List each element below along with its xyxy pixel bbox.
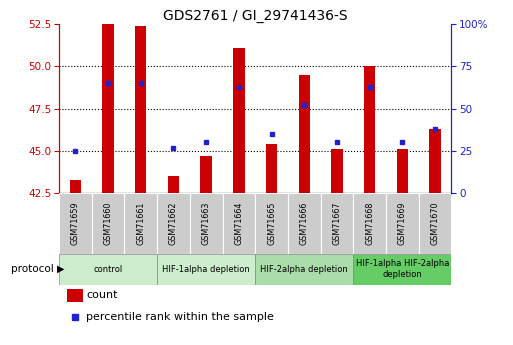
Bar xyxy=(124,193,157,254)
Text: HIF-2alpha depletion: HIF-2alpha depletion xyxy=(261,265,348,274)
Bar xyxy=(70,180,81,193)
Text: GSM71664: GSM71664 xyxy=(234,202,243,245)
Bar xyxy=(67,289,83,302)
Text: percentile rank within the sample: percentile rank within the sample xyxy=(87,312,274,322)
Bar xyxy=(266,144,278,193)
Bar xyxy=(419,193,451,254)
Bar xyxy=(353,254,451,285)
Text: GSM71670: GSM71670 xyxy=(430,201,440,245)
Bar xyxy=(201,156,212,193)
Bar xyxy=(321,193,353,254)
Bar xyxy=(135,26,147,193)
Bar xyxy=(386,193,419,254)
Text: protocol: protocol xyxy=(11,264,54,274)
Text: GSM71667: GSM71667 xyxy=(332,201,342,245)
Text: GSM71659: GSM71659 xyxy=(71,201,80,245)
Text: GSM71666: GSM71666 xyxy=(300,202,309,245)
Text: count: count xyxy=(87,290,118,300)
Text: GSM71669: GSM71669 xyxy=(398,201,407,245)
Title: GDS2761 / GI_29741436-S: GDS2761 / GI_29741436-S xyxy=(163,9,347,23)
Text: GSM71661: GSM71661 xyxy=(136,202,145,245)
Bar xyxy=(102,24,114,193)
Text: GSM71668: GSM71668 xyxy=(365,202,374,245)
Bar xyxy=(331,149,343,193)
Bar xyxy=(353,193,386,254)
Text: GSM71665: GSM71665 xyxy=(267,201,276,245)
Bar xyxy=(157,193,190,254)
Text: HIF-1alpha HIF-2alpha
depletion: HIF-1alpha HIF-2alpha depletion xyxy=(356,259,449,279)
Bar xyxy=(233,48,245,193)
Bar xyxy=(190,193,223,254)
Bar xyxy=(92,193,125,254)
Text: GSM71662: GSM71662 xyxy=(169,201,178,245)
Bar xyxy=(223,193,255,254)
Text: GSM71663: GSM71663 xyxy=(202,202,211,245)
Text: GSM71660: GSM71660 xyxy=(104,202,112,245)
Text: control: control xyxy=(93,265,123,274)
Bar xyxy=(429,129,441,193)
Bar xyxy=(288,193,321,254)
Bar xyxy=(255,254,353,285)
Bar xyxy=(364,66,376,193)
Bar xyxy=(168,176,179,193)
Text: HIF-1alpha depletion: HIF-1alpha depletion xyxy=(162,265,250,274)
Bar xyxy=(157,254,255,285)
Bar xyxy=(59,254,157,285)
Bar xyxy=(59,193,92,254)
Bar xyxy=(299,75,310,193)
Bar xyxy=(255,193,288,254)
Text: ▶: ▶ xyxy=(57,264,65,274)
Bar xyxy=(397,149,408,193)
